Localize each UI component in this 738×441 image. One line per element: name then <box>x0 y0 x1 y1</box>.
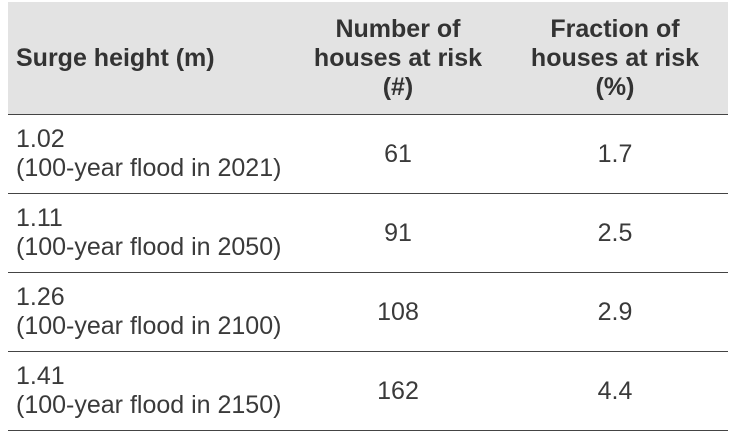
surge-height-value: 1.26 <box>16 283 65 311</box>
houses-at-risk-table-container: Surge height (m) Number of houses at ris… <box>8 2 728 431</box>
table-body: 1.02 (100-year flood in 2021) 61 1.7 1.1… <box>8 114 728 431</box>
table-row: 1.11 (100-year flood in 2050) 91 2.5 <box>8 193 728 273</box>
surge-height-cell: 1.41 (100-year flood in 2150) <box>8 351 294 431</box>
number-at-risk-cell: 162 <box>294 351 502 431</box>
surge-height-note: (100-year flood in 2100) <box>16 312 282 340</box>
fraction-at-risk-cell: 4.4 <box>502 351 728 431</box>
number-at-risk-cell: 108 <box>294 272 502 352</box>
header-number-of-houses: Number of houses at risk (#) <box>313 14 483 101</box>
surge-height-value: 1.02 <box>16 125 65 153</box>
houses-at-risk-table: Surge height (m) Number of houses at ris… <box>8 2 728 431</box>
header-surge-height: Surge height (m) <box>16 43 215 72</box>
surge-height-note: (100-year flood in 2050) <box>16 233 282 261</box>
surge-height-note: (100-year flood in 2150) <box>16 391 282 419</box>
surge-height-value: 1.41 <box>16 362 65 390</box>
table-row: 1.26 (100-year flood in 2100) 108 2.9 <box>8 272 728 352</box>
fraction-at-risk-cell: 1.7 <box>502 114 728 194</box>
surge-height-value: 1.11 <box>16 204 63 232</box>
number-at-risk-cell: 91 <box>294 193 502 273</box>
surge-height-cell: 1.26 (100-year flood in 2100) <box>8 272 294 352</box>
header-row: Surge height (m) Number of houses at ris… <box>8 2 728 115</box>
fraction-at-risk-cell: 2.9 <box>502 272 728 352</box>
surge-height-cell: 1.02 (100-year flood in 2021) <box>8 114 294 194</box>
number-at-risk-cell: 61 <box>294 114 502 194</box>
table-row: 1.41 (100-year flood in 2150) 162 4.4 <box>8 351 728 431</box>
fraction-at-risk-cell: 2.5 <box>502 193 728 273</box>
table-row: 1.02 (100-year flood in 2021) 61 1.7 <box>8 114 728 194</box>
table-header: Surge height (m) Number of houses at ris… <box>8 2 728 115</box>
header-fraction-of-houses: Fraction of houses at risk (%) <box>530 14 700 101</box>
surge-height-note: (100-year flood in 2021) <box>16 154 282 182</box>
surge-height-cell: 1.11 (100-year flood in 2050) <box>8 193 294 273</box>
